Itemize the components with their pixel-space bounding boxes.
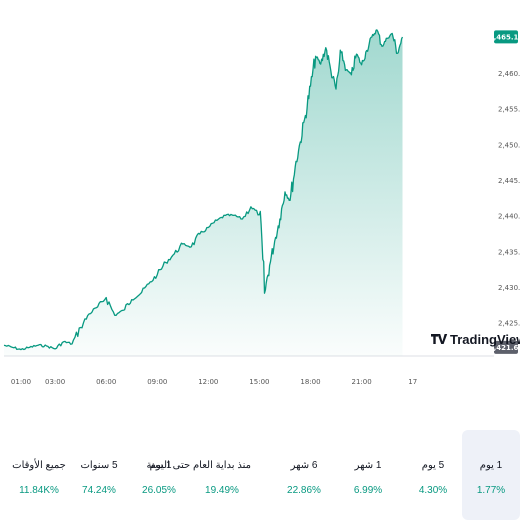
period-label: 6 شهر xyxy=(290,460,318,471)
period-tab[interactable]: 5 يوم 4.30% xyxy=(404,430,462,520)
price-chart[interactable]: 2,460.00 2,455.00 2,450.00 2,445.00 2,440.00… xyxy=(0,0,520,395)
y-tick-label: 2,430.00 xyxy=(498,284,520,292)
period-tab[interactable]: 1 يوم 1.77% xyxy=(462,430,520,520)
period-tab[interactable]: 1 شهر 6.99% xyxy=(339,430,397,520)
price-area-fill xyxy=(4,29,403,357)
period-tab[interactable]: 1 سنة 26.05% xyxy=(130,430,188,520)
chart-canvas[interactable]: 2,460.00 2,455.00 2,450.00 2,445.00 2,440.00… xyxy=(0,0,520,395)
y-tick-label: 2,435.00 xyxy=(498,248,520,256)
last-price-tag-bg xyxy=(494,30,518,44)
last-price-tag: 2,465.11 xyxy=(489,33,520,41)
period-change-value: 4.30% xyxy=(418,485,448,496)
y-tick-label: 2,445.00 xyxy=(498,177,520,185)
x-tick-label: 03:00 xyxy=(45,378,65,386)
period-label: 5 سنوات xyxy=(80,460,118,471)
base-price-tag-bg xyxy=(494,340,518,354)
period-label: 1 شهر xyxy=(354,460,382,471)
x-tick-label: 21:00 xyxy=(352,378,372,386)
period-tab[interactable]: 6 شهر 22.86% xyxy=(275,430,333,520)
x-tick-label: 01:00 xyxy=(11,378,31,386)
period-label: 1 يوم xyxy=(479,460,503,471)
period-tab[interactable]: 5 سنوات 74.24% xyxy=(70,430,128,520)
period-change-value: 74.24% xyxy=(82,485,116,496)
period-tab[interactable]: جميع الأوقات 11.84K% xyxy=(10,430,68,520)
period-label: منذ بداية العام حتى اليوم xyxy=(149,460,251,471)
x-tick-label: 12:00 xyxy=(198,378,218,386)
y-tick-label: 2,425.00 xyxy=(498,320,520,328)
y-tick-label: 2,440.00 xyxy=(498,213,520,221)
y-tick-label: 2,460.00 xyxy=(498,70,520,78)
period-change-value: 22.86% xyxy=(287,485,321,496)
x-tick-label: 15:00 xyxy=(249,378,269,386)
period-change-value: 6.99% xyxy=(353,485,383,496)
tradingview-watermark: TradingView xyxy=(431,332,520,347)
period-performance-bar: 1 يوم 1.77% 5 يوم 4.30% 1 شهر 6.99% 6 شهر 22.86… xyxy=(0,430,520,520)
x-tick-label: 17 xyxy=(408,378,417,386)
period-change-value: 1.77% xyxy=(476,485,506,496)
tradingview-wordmark: TradingView xyxy=(450,332,520,347)
period-tab[interactable]: منذ بداية العام حتى اليوم 19.49% xyxy=(149,430,251,520)
period-change-value: 26.05% xyxy=(142,485,176,496)
x-tick-label: 06:00 xyxy=(96,378,116,386)
x-tick-label: 09:00 xyxy=(147,378,167,386)
x-tick-label: 18:00 xyxy=(300,378,320,386)
period-label: 5 يوم xyxy=(421,460,445,471)
period-label: 1 سنة xyxy=(146,460,172,471)
price-line xyxy=(3,29,404,351)
y-tick-label: 2,450.00 xyxy=(498,141,520,149)
tradingview-logo-icon xyxy=(431,334,448,344)
period-change-value: 11.84K% xyxy=(19,485,59,496)
y-tick-label: 2,455.00 xyxy=(498,106,520,114)
base-price-tag: 2,421.61 xyxy=(489,344,520,352)
period-label: جميع الأوقات xyxy=(12,460,66,471)
period-change-value: 19.49% xyxy=(205,485,239,496)
